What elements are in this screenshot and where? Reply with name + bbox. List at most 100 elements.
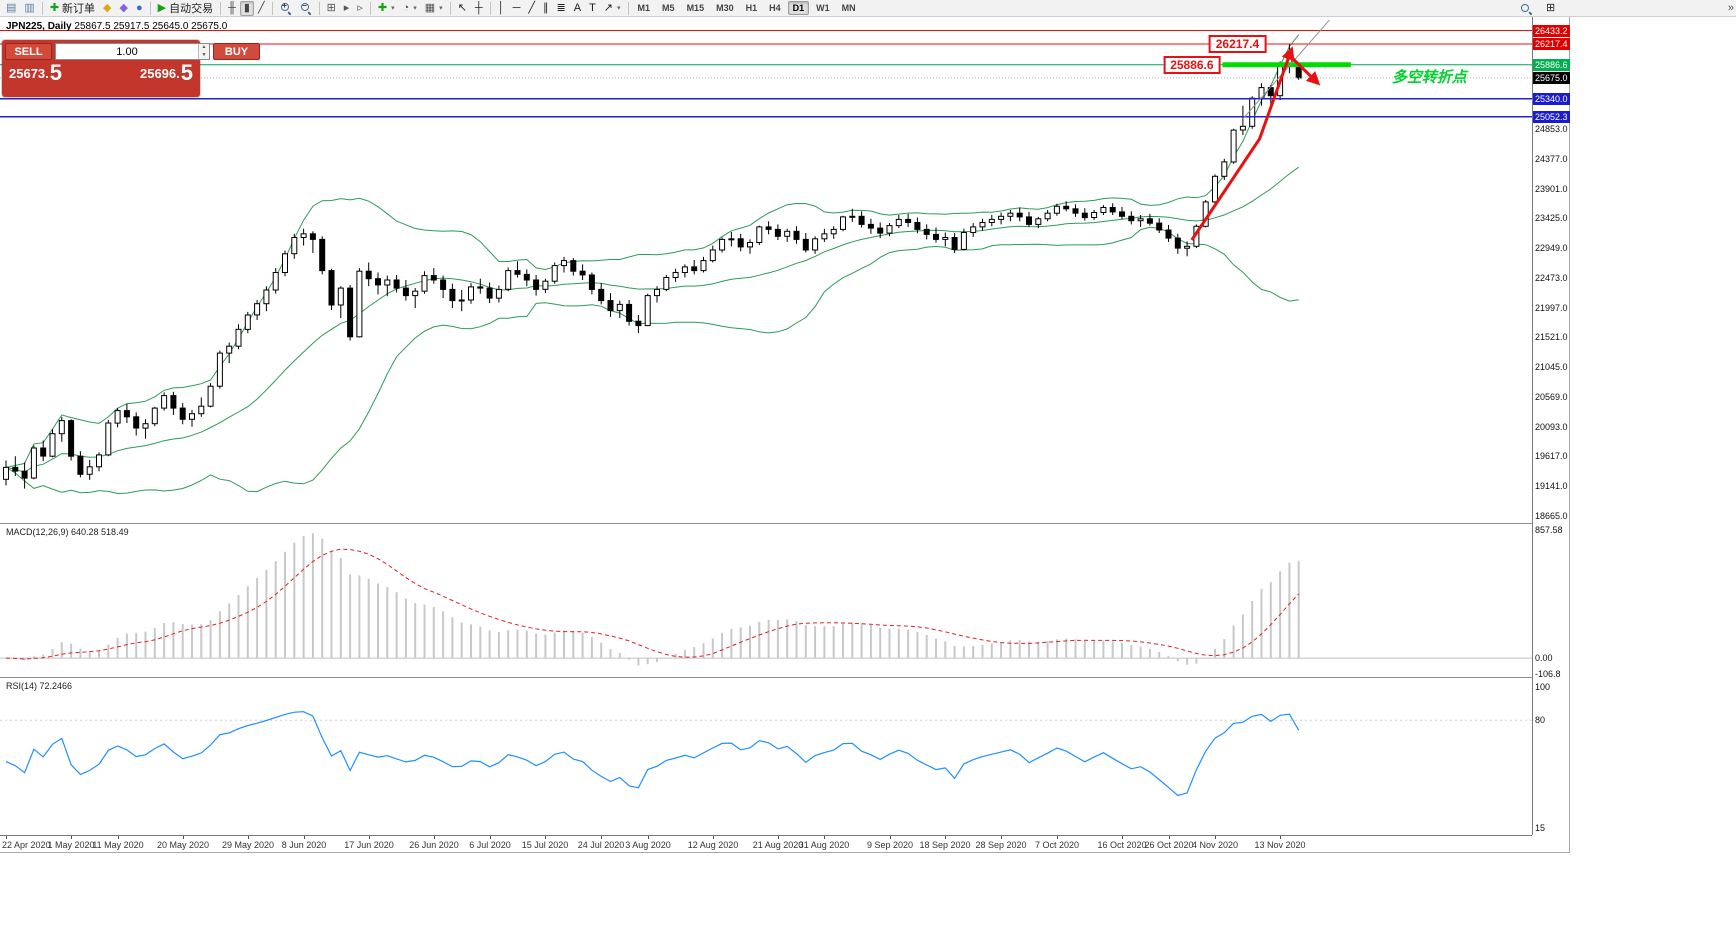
fibonacci-retracement-icon: ≣: [556, 1, 566, 14]
arrows-tool-button[interactable]: ↗ ▾: [600, 1, 625, 16]
cursor-tool-button[interactable]: ↖: [454, 1, 471, 16]
date-label: 28 Sep 2020: [975, 840, 1027, 850]
rsi-scale-label: 80: [1535, 715, 1546, 725]
auto-trading-button[interactable]: ▶ 自动交易: [154, 1, 217, 16]
buy-button[interactable]: BUY: [213, 43, 260, 60]
community-button[interactable]: ●: [132, 1, 147, 16]
periods-button[interactable]: ◔ ▾: [399, 1, 421, 16]
market-watch-icon: ◆: [119, 1, 128, 14]
reversal-arrow[interactable]: [1287, 53, 1321, 86]
timeframe-m15-button[interactable]: M15: [686, 3, 705, 13]
price-tag-26433.2: 26433.2: [1533, 25, 1570, 37]
date-label: 4 Nov 2020: [1191, 840, 1239, 850]
date-label: 17 Jun 2020: [344, 840, 394, 850]
timeframe-m5-button[interactable]: M5: [662, 3, 675, 13]
price-scale-label: 24377.0: [1535, 154, 1568, 164]
price-scale-label: 20093.0: [1535, 422, 1568, 432]
pane-separator-macd[interactable]: [0, 523, 1532, 524]
price-axis-column[interactable]: 24853.0 24377.0 23901.0 23425.0 22949.0 22473…: [1532, 17, 1570, 835]
toolbar-separator: [489, 1, 491, 15]
fibonacci-tool-button[interactable]: ≣: [553, 1, 570, 16]
zoom-out-icon: −: [300, 1, 312, 14]
horizontal-line-tool-button[interactable]: ─: [509, 1, 525, 16]
clock-icon: ◔: [402, 1, 410, 14]
popup-prices-button[interactable]: ⊞: [1542, 1, 1559, 16]
rsi-scale-label: 100: [1535, 682, 1551, 692]
gray-trendline[interactable]: [1242, 19, 1330, 120]
dropdown-caret-icon: ▾: [439, 5, 443, 12]
toolbar-overflow-button[interactable]: »: [1728, 0, 1734, 17]
timeframe-mn-button[interactable]: MN: [841, 3, 856, 13]
volume-input[interactable]: [56, 44, 198, 59]
auto-scroll-button[interactable]: ▸: [340, 1, 354, 16]
line-chart-type-button[interactable]: ╱: [254, 1, 269, 16]
date-tick: [890, 836, 891, 839]
vertical-line-icon: │: [497, 1, 505, 14]
text-tool-button[interactable]: A: [570, 1, 585, 16]
zoom-in-button[interactable]: +: [276, 1, 296, 16]
sell-button[interactable]: SELL: [5, 43, 52, 60]
toolbar-right-group: ⊞: [1516, 0, 1559, 17]
date-tick: [118, 836, 119, 839]
new-chart-button[interactable]: ▤: [2, 1, 20, 16]
toolbar-separator: [318, 1, 320, 15]
date-label: 3 Aug 2020: [625, 840, 671, 850]
bar-chart-type-button[interactable]: ╫: [224, 1, 240, 16]
new-order-button[interactable]: ✚ 新订单: [46, 1, 99, 16]
macd-pane-canvas[interactable]: [0, 524, 1532, 677]
price-chart-canvas[interactable]: [0, 17, 1532, 523]
symbol-title: JPN225, Daily: [6, 21, 72, 32]
chevron-double-right-icon: »: [1727, 2, 1734, 14]
rsi-pane-canvas[interactable]: [0, 678, 1532, 835]
date-label: 15 Jul 2020: [521, 840, 569, 850]
date-tick: [601, 836, 602, 839]
arrow-shapes-icon: ↗: [603, 1, 614, 14]
trade-panel-controls: SELL ▲ ▼ BUY: [2, 40, 260, 60]
timeframe-h4-button[interactable]: H4: [769, 3, 781, 13]
timeframe-d1-button[interactable]: D1: [787, 1, 810, 15]
price-scale-label: 23901.0: [1535, 184, 1568, 194]
timeframe-m30-button[interactable]: M30: [716, 3, 734, 13]
candlestick-type-button[interactable]: ▮: [239, 0, 254, 16]
toolbar-separator: [449, 1, 451, 15]
main-toolbar: ▤ ▥ ✚ 新订单 ◆ ◆ ● ▶ 自动交易 ╫ ▮ ╱ + − ⊞ ▸ ▹ ✚ ▾ ◔ ▾ ▦ ▾ ↖ ┼ │ ─ ╱ ∥ ≣ A T ↗ ▾ M…: [0, 0, 1736, 17]
tile-windows-button[interactable]: ⊞: [323, 1, 340, 16]
template-icon: ▦: [424, 1, 436, 14]
rsi-scale-label: 15: [1535, 823, 1546, 833]
sell-price-big-digit: 5: [49, 60, 63, 85]
chart-shift-button[interactable]: ▹: [353, 1, 367, 16]
price-scale-label: 22473.0: [1535, 273, 1568, 283]
crosshair-tool-button[interactable]: ┼: [471, 1, 487, 16]
date-tick: [6, 836, 7, 839]
price-scale-label: 23425.0: [1535, 213, 1568, 223]
symbol-search-button[interactable]: [1516, 1, 1536, 16]
date-tick: [434, 836, 435, 839]
label-tool-button[interactable]: T: [585, 1, 600, 16]
up-trend-arrow[interactable]: [1190, 46, 1295, 241]
toolbar-separator: [220, 1, 222, 15]
date-label: 6 Jul 2020: [469, 840, 511, 850]
market-watch-button[interactable]: ◆: [116, 1, 132, 16]
vertical-line-tool-button[interactable]: │: [494, 1, 509, 16]
templates-button[interactable]: ▦ ▾: [421, 1, 447, 16]
date-tick: [490, 836, 491, 839]
profiles-button[interactable]: ▥: [20, 1, 38, 16]
timeframe-h1-button[interactable]: H1: [745, 3, 758, 13]
new-chart-icon: ▤: [6, 1, 17, 14]
timeframe-w1-button[interactable]: W1: [816, 3, 830, 13]
pane-separator-rsi[interactable]: [0, 677, 1532, 678]
volume-up-button[interactable]: ▲: [201, 44, 207, 50]
channel-tool-button[interactable]: ∥: [539, 1, 553, 16]
zoom-out-button[interactable]: −: [296, 1, 316, 16]
ohlc-bars-icon: ╫: [228, 1, 236, 14]
timeframe-m1-button[interactable]: M1: [637, 3, 651, 13]
date-label: 16 Oct 2020: [1097, 840, 1147, 850]
favorites-diamond-icon: ◆: [103, 1, 112, 14]
favorites-button[interactable]: ◆: [99, 1, 115, 16]
trendline-tool-button[interactable]: ╱: [524, 1, 539, 16]
tile-windows-icon: ⊞: [326, 1, 336, 14]
volume-down-button[interactable]: ▼: [201, 51, 207, 58]
dropdown-caret-icon: ▾: [617, 5, 621, 12]
indicators-button[interactable]: ✚ ▾: [374, 1, 399, 16]
time-axis[interactable]: 22 Apr 2020 1 May 2020 11 May 2020 20 May 2…: [0, 835, 1532, 852]
